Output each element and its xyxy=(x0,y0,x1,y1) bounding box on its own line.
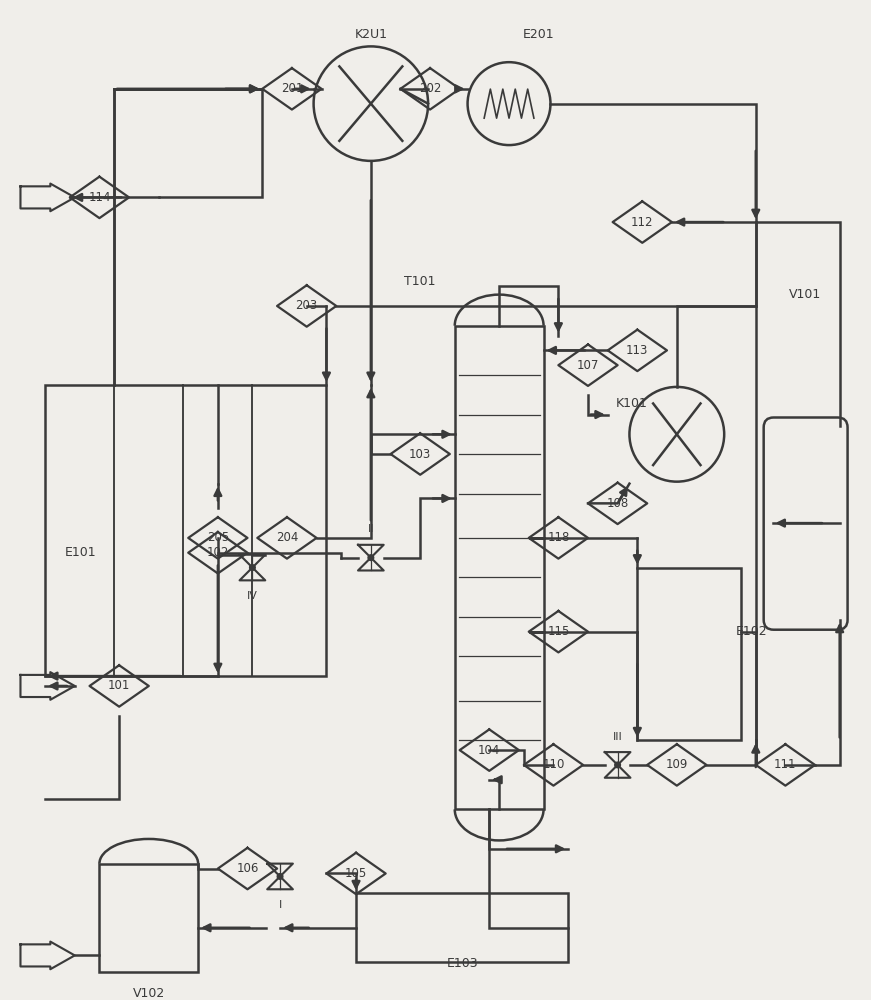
Bar xyxy=(638,568,741,740)
Text: 204: 204 xyxy=(276,531,298,544)
Text: 105: 105 xyxy=(345,867,368,880)
Text: V102: V102 xyxy=(132,987,165,1000)
Text: 205: 205 xyxy=(206,531,229,544)
Bar xyxy=(356,893,568,962)
Text: 101: 101 xyxy=(108,679,131,692)
Text: 203: 203 xyxy=(295,299,318,312)
Text: E103: E103 xyxy=(447,957,478,970)
Text: E102: E102 xyxy=(736,625,767,638)
Text: 202: 202 xyxy=(419,82,442,95)
Text: 107: 107 xyxy=(577,359,599,372)
Text: III: III xyxy=(612,732,623,742)
Text: 111: 111 xyxy=(774,758,797,771)
Text: 118: 118 xyxy=(547,531,570,544)
Text: K2U1: K2U1 xyxy=(354,28,388,41)
Text: E101: E101 xyxy=(64,546,97,559)
Text: 201: 201 xyxy=(280,82,303,95)
Bar xyxy=(45,385,327,676)
Bar xyxy=(455,326,544,809)
Circle shape xyxy=(615,762,620,768)
Text: 114: 114 xyxy=(88,191,111,204)
Bar xyxy=(99,864,198,972)
Circle shape xyxy=(368,555,374,560)
Text: E201: E201 xyxy=(523,28,555,41)
Text: 110: 110 xyxy=(543,758,564,771)
Circle shape xyxy=(250,565,255,570)
Text: 106: 106 xyxy=(236,862,259,875)
Text: 112: 112 xyxy=(631,216,653,229)
Text: IV: IV xyxy=(247,591,258,601)
Text: 104: 104 xyxy=(478,744,501,757)
Text: 108: 108 xyxy=(606,497,629,510)
Text: 113: 113 xyxy=(626,344,649,357)
Text: T101: T101 xyxy=(403,275,435,288)
Text: V101: V101 xyxy=(789,288,821,301)
Text: I: I xyxy=(279,900,281,910)
Circle shape xyxy=(277,874,283,879)
Text: 115: 115 xyxy=(547,625,570,638)
Text: II: II xyxy=(368,524,375,534)
Text: 109: 109 xyxy=(665,758,688,771)
Text: 103: 103 xyxy=(409,448,431,461)
Text: 102: 102 xyxy=(206,546,229,559)
Text: K101: K101 xyxy=(615,397,647,410)
